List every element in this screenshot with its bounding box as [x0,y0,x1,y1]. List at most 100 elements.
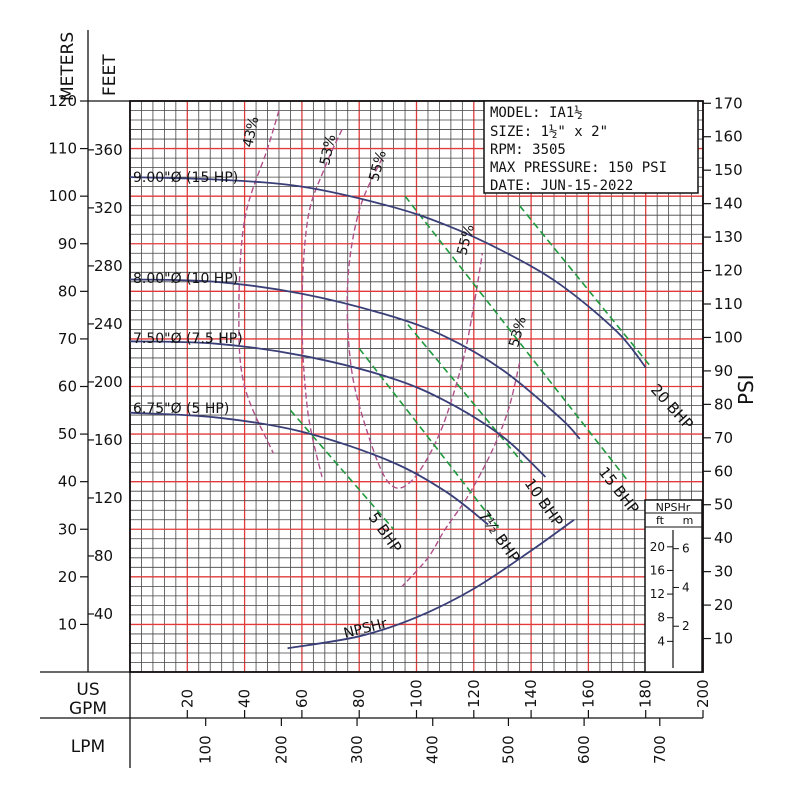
lpm-tick-label: 400 [424,735,442,764]
bhp-line-2 [358,347,501,530]
psi-tick-label: 60 [714,462,733,480]
psi-tick-label: 30 [714,563,733,581]
feet-tick-label: 360 [94,141,123,159]
efficiency-label-3: 55% [366,149,390,183]
feet-axis-title: FEET [100,54,120,96]
meters-tick-label: 80 [58,282,77,300]
gpm-axis-title-2: GPM [69,699,107,719]
head-curve-2 [129,278,581,440]
head-curve-label-2: 8.00"Ø (10 HP) [133,271,238,287]
gpm-tick-label: 200 [694,679,712,708]
meters-tick-label: 90 [58,235,77,253]
feet-tick-label: 80 [94,547,113,565]
psi-axis-title: PSI [734,374,758,405]
meters-tick-label: 100 [48,187,77,205]
feet-tick-label: 280 [94,257,123,275]
efficiency-curve-2 [301,129,343,478]
bottom-axes: 20 40 60 80 100 120 140 160 180 200 100 200 300 400 50… [40,672,712,768]
psi-tick-label: 110 [714,295,743,313]
efficiency-label-5: 53% [506,315,530,349]
psi-tick-label: 40 [714,529,733,547]
psi-tick-label: 120 [714,262,743,280]
efficiency-curve-3 [346,157,484,489]
psi-tick-label: 170 [714,94,743,112]
npshr-curve [287,519,575,650]
efficiency-curve-4 [401,362,521,587]
gpm-tick-label: 60 [293,689,311,708]
info-size: SIZE: 1½" x 2" [490,124,608,140]
efficiency-curve-1 [238,110,280,454]
lpm-tick-label: 100 [197,735,215,764]
bhp-line-5 [519,205,653,368]
psi-tick-label: 70 [714,429,733,447]
psi-tick-label: 90 [714,362,733,380]
feet-tick-label: 200 [94,373,123,391]
efficiency-label-2: 53% [317,133,339,167]
psi-axis: 10 20 30 40 50 60 70 80 90 100 110 120 130 140 150 160 1… [703,94,743,648]
meters-tick-label: 50 [58,425,77,443]
gpm-tick-label: 120 [465,679,483,708]
head-curve-label-3: 7.50"Ø (7.5 HP) [133,331,243,347]
info-date: DATE: JUN-15-2022 [490,178,633,194]
lpm-tick-label: 200 [272,735,290,764]
npshr-m-tick-label: 4 [682,580,690,594]
gpm-tick-label: 20 [178,689,196,708]
gpm-tick-label: 160 [579,679,597,708]
feet-tick-label: 240 [94,315,123,333]
head-curve-3 [129,340,547,478]
bhp-line-1 [289,409,395,530]
gpm-tick-label: 40 [236,689,254,708]
meters-tick-label: 20 [58,568,77,586]
npshr-ft-tick-label: 4 [657,634,665,648]
bhp-line-4 [404,195,630,483]
psi-tick-label: 130 [714,228,743,246]
lpm-axis-title: LPM [71,737,105,757]
npshr-ft-tick-label: 12 [650,587,665,601]
psi-tick-label: 140 [714,195,743,213]
npshr-inset-title: NPSHr [656,501,691,514]
bhp-line-3 [407,324,524,464]
npshr-ft-tick-label: 20 [650,540,665,554]
lpm-tick-label: 700 [651,735,669,764]
feet-tick-label: 320 [94,199,123,217]
psi-tick-label: 160 [714,128,743,146]
feet-tick-label: 160 [94,431,123,449]
npshr-ft-tick-label: 8 [657,611,665,625]
meters-tick-label: 70 [58,330,77,348]
gpm-tick-label: 100 [408,679,426,708]
lpm-tick-label: 300 [348,735,366,764]
efficiency-label-1: 43% [240,115,262,149]
meters-axis-title: METERS [58,32,78,101]
head-curve-label-4: 6.75"Ø (5 HP) [133,401,229,417]
info-box: MODEL: IA1½ SIZE: 1½" x 2" RPM: 3505 MAX… [483,100,699,194]
left-axes: 10 20 30 40 50 60 70 80 90 100 110 120 40 80 120 160 200… [40,30,130,673]
meters-tick-label: 110 [48,140,77,158]
lpm-tick-label: 500 [499,735,517,764]
gpm-tick-label: 80 [350,689,368,708]
psi-tick-label: 10 [714,630,733,648]
npshr-m-tick-label: 6 [682,542,690,556]
psi-tick-label: 50 [714,496,733,514]
info-rpm: RPM: 3505 [490,142,566,158]
psi-tick-label: 80 [714,395,733,413]
meters-tick-label: 120 [48,92,77,110]
npshr-m-tick-label: 2 [682,619,690,633]
feet-tick-label: 120 [94,489,123,507]
gpm-tick-label: 180 [637,679,655,708]
meters-tick-label: 40 [58,473,77,491]
npshr-inset-col-ft: ft [656,514,665,527]
gpm-axis-title-1: US [76,680,99,700]
psi-tick-label: 150 [714,161,743,179]
head-curve-label-1: 9.00"Ø (15 HP) [133,170,238,186]
lpm-tick-label: 600 [575,735,593,764]
grid [129,100,704,673]
info-max-pressure: MAX PRESSURE: 150 PSI [490,160,667,176]
gpm-tick-label: 140 [522,679,540,708]
meters-tick-label: 30 [58,520,77,538]
npshr-inset-col-m: m [683,514,694,527]
efficiency-label-4: 55% [454,223,478,257]
head-curve-1 [129,176,647,369]
